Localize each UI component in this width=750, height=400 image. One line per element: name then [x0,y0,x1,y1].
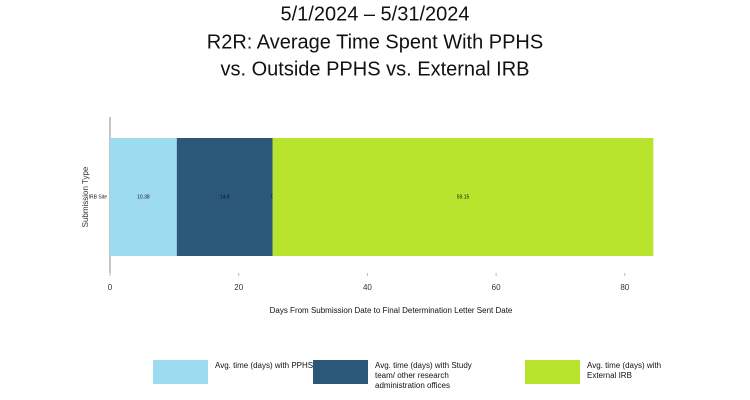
x-tick-label: 20 [234,283,243,292]
x-tick-label: 80 [620,283,629,292]
data-label: 14.9 [220,194,230,200]
legend-label: Avg. time (days) with Study team/ other r… [375,361,472,390]
x-tick-label: 40 [363,283,372,292]
data-label: 10.38 [137,194,150,200]
bar-segment [110,138,177,256]
y-tick-label: IRB Site [89,194,108,200]
bar-segment [272,138,654,256]
x-tick-label: 60 [492,283,501,292]
y-axis-label: Submission Type [81,166,90,227]
x-tick-label: 0 [108,283,113,292]
chart-title: vs. Outside PPHS vs. External IRB [221,58,530,80]
legend-label: Avg. time (days) with PPHS [215,361,313,370]
data-label: 59.15 [457,194,470,200]
chart-title: R2R: Average Time Spent With PPHS [207,31,543,53]
bar-segment [176,138,273,256]
legend-swatch [153,360,208,384]
chart-title: 5/1/2024 – 5/31/2024 [280,3,469,25]
legend-label: Avg. time (days) with External IRB [587,361,661,380]
x-axis-label: Days From Submission Date to Final Deter… [270,306,513,315]
legend-swatch [525,360,580,384]
legend-swatch [313,360,368,384]
